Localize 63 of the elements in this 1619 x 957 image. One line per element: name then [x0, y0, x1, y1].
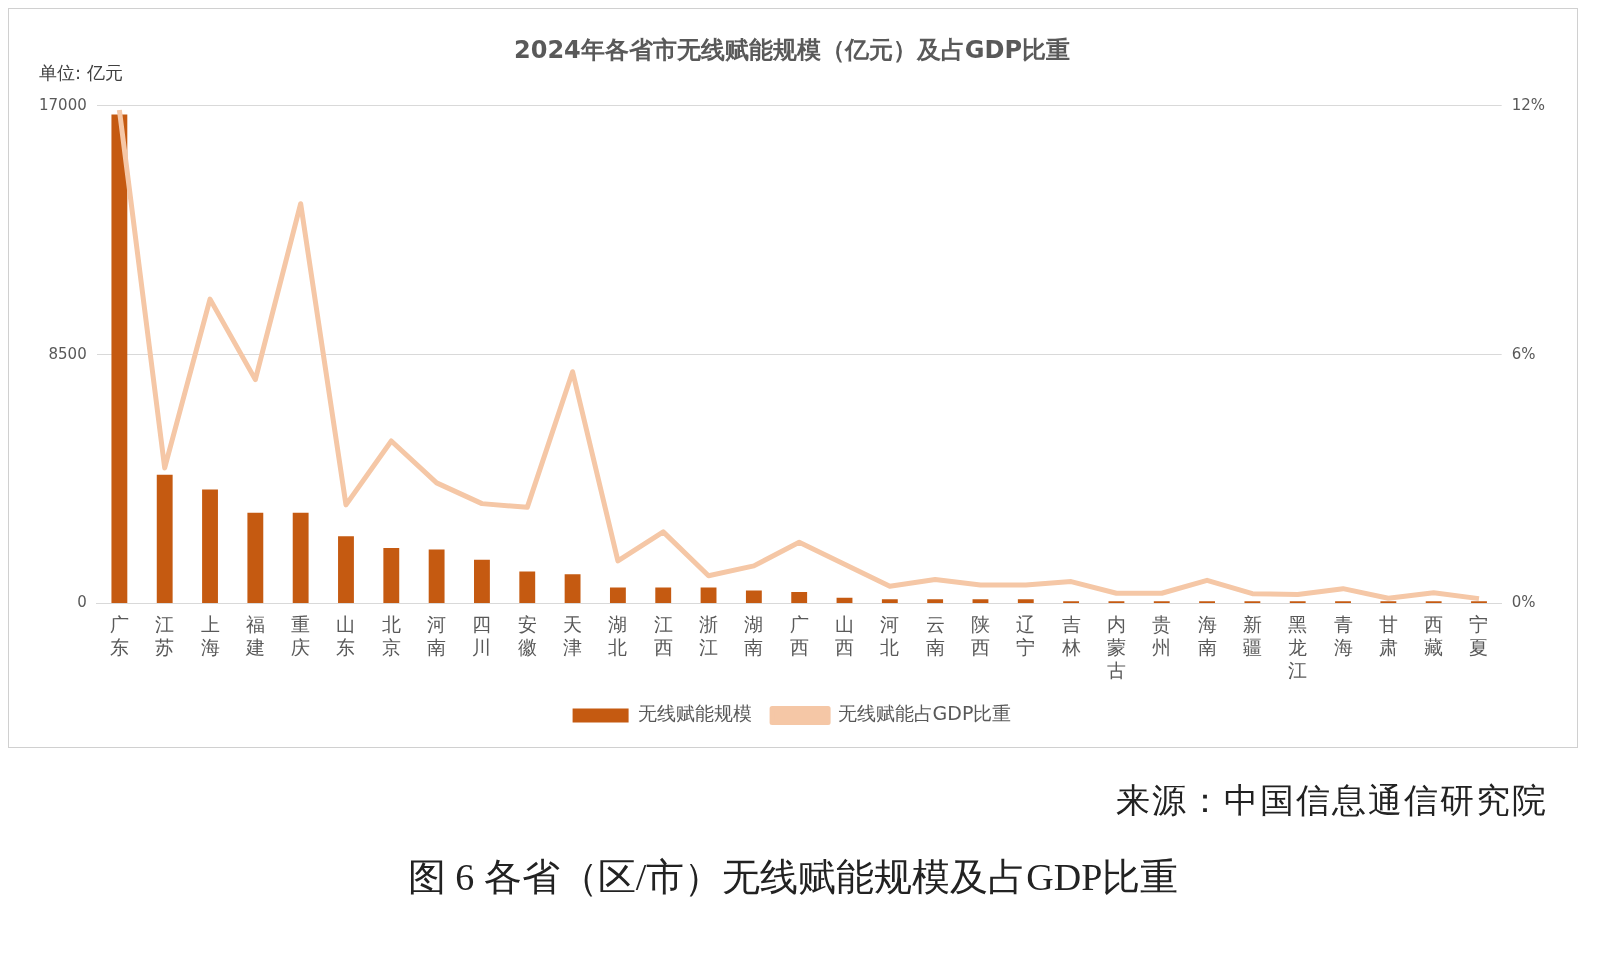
- x-tick-label: 天津: [563, 612, 583, 658]
- y-tick-label: 8500: [48, 344, 87, 363]
- x-tick-label: 江西: [653, 612, 673, 658]
- x-tick-label: 宁夏: [1469, 612, 1489, 658]
- chart-title: 2024年各省市无线赋能规模（亿元）及占GDP比重: [513, 35, 1071, 64]
- x-tick-label: 福建: [244, 612, 265, 658]
- x-tick-label: 青海: [1333, 612, 1353, 658]
- bar: [655, 587, 672, 604]
- x-tick-label: 辽宁: [1016, 612, 1036, 658]
- bar: [474, 559, 490, 604]
- bar: [1017, 599, 1034, 604]
- y-axis-title: 单位: 亿元: [39, 62, 123, 84]
- x-tick-label: 广东: [109, 612, 129, 658]
- bar: [881, 599, 898, 604]
- x-tick-label: 河南: [427, 612, 447, 658]
- x-tick-label: 北京: [381, 612, 401, 658]
- bar: [428, 549, 445, 604]
- x-tick-label: 山东: [336, 612, 356, 658]
- x-tick-label: 海南: [1197, 612, 1217, 658]
- x-tick-label: 浙江: [699, 612, 719, 658]
- x-tick-label: 四川: [472, 612, 492, 658]
- y2-tick-label: 0%: [1511, 593, 1536, 612]
- x-tick-label: 湖北: [608, 612, 628, 658]
- legend-label: 无线赋能占GDP比重: [837, 702, 1012, 725]
- x-tick-label: 陕西: [970, 612, 990, 658]
- x-tick-label: 安徽: [517, 612, 537, 658]
- x-tick-label: 云南: [925, 612, 945, 658]
- x-tick-label: 重庆: [291, 612, 311, 658]
- caption: 图 6 各省（区/市）无线赋能规模及占GDP比重: [406, 855, 1180, 900]
- y2-tick-label: 12%: [1511, 95, 1545, 114]
- bar: [745, 590, 762, 604]
- x-tick-label: 贵州: [1152, 612, 1172, 658]
- bar: [700, 587, 717, 604]
- x-tick-label: 新疆: [1242, 612, 1262, 658]
- bar: [927, 599, 944, 604]
- x-tick-label: 吉林: [1060, 612, 1081, 658]
- x-tick-label: 西藏: [1424, 612, 1444, 658]
- x-tick-label: 山西: [835, 612, 855, 658]
- bar: [564, 574, 581, 604]
- x-tick-label: 湖南: [744, 612, 764, 658]
- source-note: 来源：中国信息通信研究院: [1115, 781, 1549, 821]
- y-tick-label: 17000: [39, 95, 87, 114]
- y-tick-label: 0: [77, 593, 87, 612]
- bar: [247, 512, 264, 604]
- x-tick-label: 黑龙江: [1288, 612, 1308, 681]
- bar: [791, 591, 808, 604]
- bar: [972, 599, 989, 604]
- bar: [383, 547, 400, 604]
- bar: [338, 536, 354, 604]
- y2-tick-label: 6%: [1511, 344, 1536, 363]
- x-tick-label: 内蒙古: [1106, 612, 1126, 681]
- bar: [292, 512, 309, 604]
- bar: [111, 114, 128, 604]
- x-tick-label: 河北: [880, 612, 900, 658]
- x-tick-label: 广西: [789, 612, 809, 658]
- bar: [202, 489, 218, 604]
- legend-label: 无线赋能规模: [638, 702, 753, 725]
- bar: [609, 587, 626, 604]
- x-tick-label: 上海: [200, 612, 220, 658]
- x-tick-label: 江苏: [155, 612, 175, 658]
- x-tick-label: 甘肃: [1378, 612, 1398, 658]
- bar: [519, 571, 536, 604]
- bar: [156, 474, 173, 604]
